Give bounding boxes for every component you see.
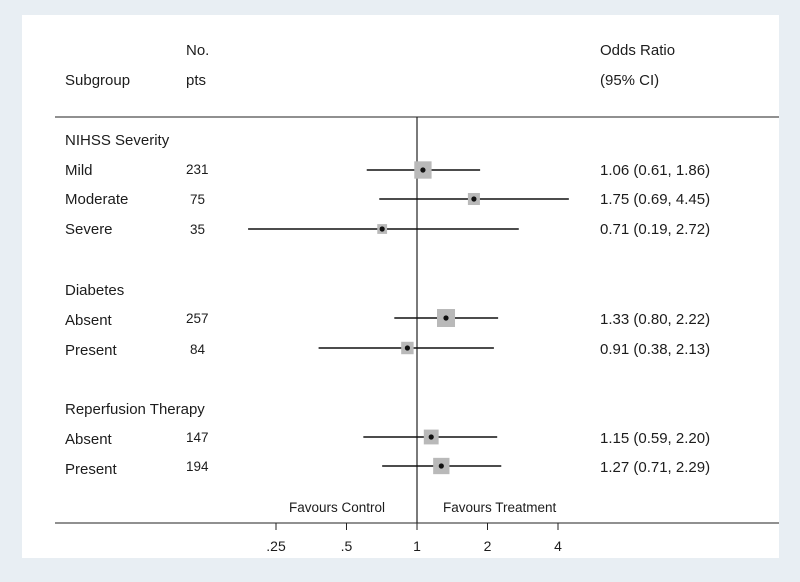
no-header-line2: pts (186, 72, 207, 89)
row-label: Present (65, 342, 117, 359)
row-n: 257 (186, 311, 209, 326)
row-label: Absent (65, 431, 112, 448)
odds-ratio-header-line1: Odds Ratio (600, 42, 676, 59)
plot-panel (22, 15, 779, 558)
row-or-text: 1.33 (0.80, 2.22) (600, 311, 711, 328)
row-label: Absent (65, 312, 112, 329)
x-tick-label: .25 (266, 538, 286, 554)
row-or-text: 1.15 (0.59, 2.20) (600, 430, 711, 447)
row-label: Present (65, 461, 117, 478)
row-n: 84 (190, 342, 206, 357)
row-or-text: 0.91 (0.38, 2.13) (600, 341, 711, 358)
point-estimate (420, 167, 426, 173)
point-estimate (443, 315, 449, 321)
point-estimate (428, 434, 434, 440)
favours-control-label: Favours Control (289, 500, 386, 515)
point-estimate (438, 463, 444, 469)
x-tick-label: .5 (340, 538, 353, 554)
point-estimate (404, 345, 411, 351)
row-or-text: 1.06 (0.61, 1.86) (600, 162, 711, 179)
row-n: 35 (190, 222, 206, 237)
row-or-text: 1.75 (0.69, 4.45) (600, 191, 711, 208)
group-label-nihss: NIHSS Severity (65, 132, 170, 149)
point-estimate (379, 226, 385, 232)
group-label-reperfusion: Reperfusion Therapy (65, 401, 205, 418)
row-n: 194 (186, 459, 209, 474)
no-header-line1: No. (186, 42, 210, 59)
x-tick-label: 4 (554, 538, 562, 554)
subgroup-header: Subgroup (65, 72, 131, 89)
point-estimate (471, 196, 477, 202)
row-n: 147 (186, 430, 209, 445)
row-or-text: 0.71 (0.19, 2.72) (600, 221, 711, 238)
row-label: Moderate (65, 191, 129, 208)
odds-ratio-header-line2: (95% CI) (600, 72, 660, 89)
favours-treatment-label: Favours Treatment (443, 500, 557, 515)
group-label-diabetes: Diabetes (65, 282, 125, 299)
row-or-text: 1.27 (0.71, 2.29) (600, 459, 711, 476)
x-tick-label: 1 (413, 538, 421, 554)
row-n: 231 (186, 162, 209, 177)
row-label: Mild (65, 162, 93, 179)
x-tick-label: 2 (483, 538, 492, 554)
row-label: Severe (65, 221, 113, 238)
row-n: 75 (190, 192, 206, 207)
